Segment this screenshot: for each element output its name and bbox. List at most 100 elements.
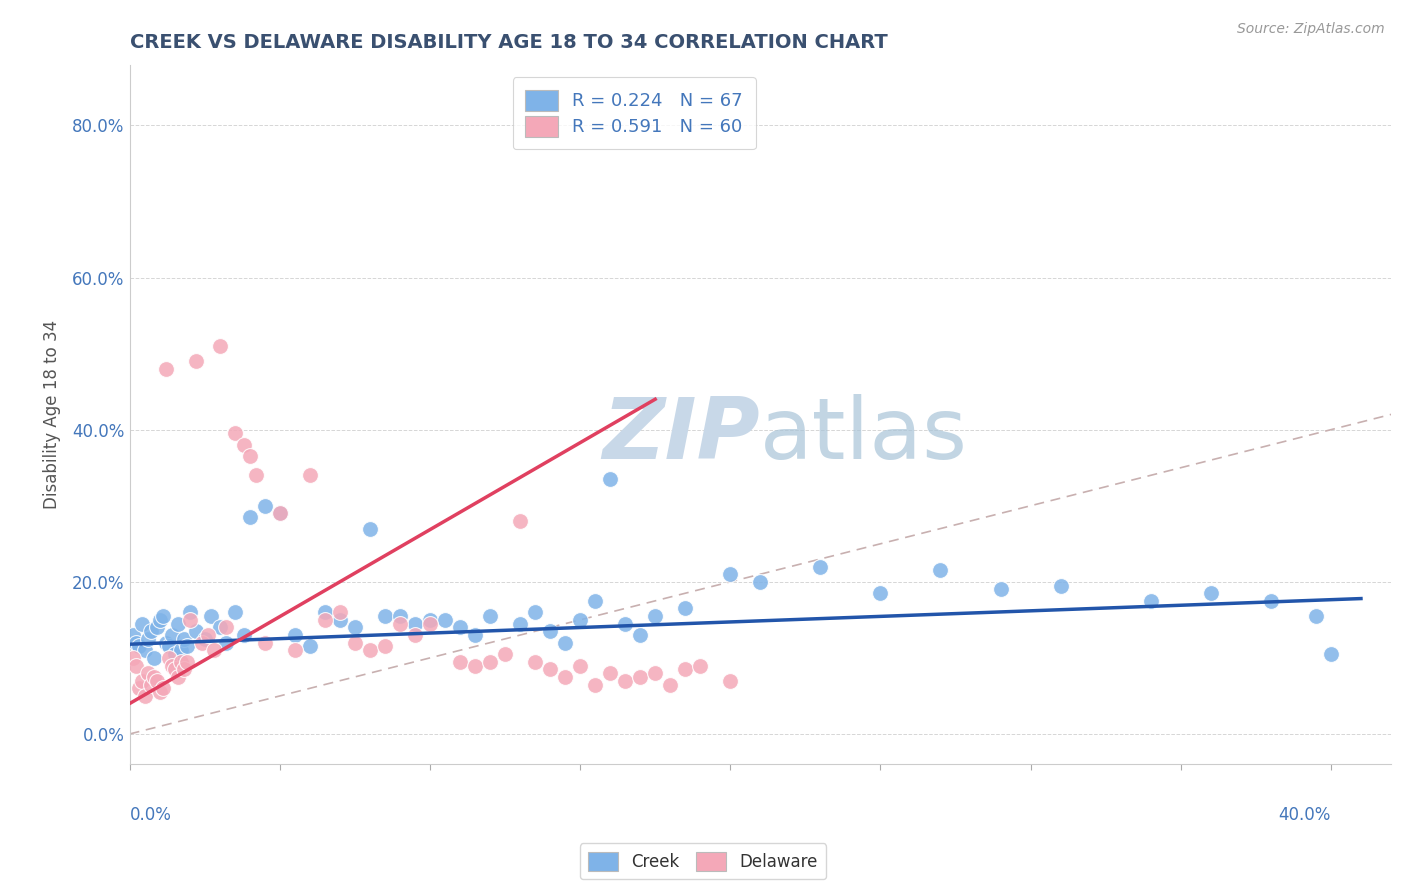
Point (184, 354, 207, 368)
Point (538, 662, 561, 676)
Point (239, 510, 262, 524)
Point (128, 681, 150, 696)
Point (149, 685, 172, 699)
Point (569, 613, 592, 627)
Point (749, 574, 772, 589)
Point (314, 613, 336, 627)
Point (329, 605, 352, 619)
Point (494, 647, 516, 661)
Point (599, 472, 621, 486)
Point (179, 613, 201, 627)
Point (224, 426, 246, 441)
Point (136, 666, 159, 681)
Point (343, 620, 366, 634)
Point (131, 673, 153, 688)
Point (644, 609, 666, 624)
Point (152, 609, 174, 624)
Point (1320, 647, 1343, 661)
Point (404, 616, 426, 631)
Point (1305, 609, 1327, 624)
Point (142, 670, 165, 684)
Point (569, 658, 592, 673)
Point (202, 643, 225, 657)
Point (197, 628, 219, 642)
Point (464, 658, 486, 673)
Point (1139, 594, 1161, 608)
Point (269, 507, 291, 521)
Point (166, 616, 188, 631)
Point (134, 643, 156, 657)
Point (155, 361, 177, 376)
Text: CREEK VS DELAWARE DISABILITY AGE 18 TO 34 CORRELATION CHART: CREEK VS DELAWARE DISABILITY AGE 18 TO 3… (129, 33, 887, 52)
Point (628, 628, 651, 642)
Point (419, 613, 441, 627)
Point (215, 636, 238, 650)
Point (673, 662, 696, 676)
Point (145, 620, 167, 634)
Point (121, 651, 143, 665)
Point (139, 624, 162, 639)
Point (128, 640, 150, 654)
Point (160, 658, 183, 673)
Point (298, 468, 321, 483)
Point (152, 681, 174, 696)
Point (169, 643, 191, 657)
Point (359, 643, 381, 657)
Point (149, 613, 172, 627)
Point (479, 609, 502, 624)
Y-axis label: Disability Age 18 to 34: Disability Age 18 to 34 (44, 320, 60, 509)
Point (614, 673, 637, 688)
Legend: R = 0.224   N = 67, R = 0.591   N = 60: R = 0.224 N = 67, R = 0.591 N = 60 (513, 77, 755, 150)
Point (166, 670, 188, 684)
Point (628, 670, 651, 684)
Point (284, 628, 307, 642)
Point (239, 450, 262, 464)
Point (479, 655, 502, 669)
Point (583, 677, 606, 691)
Point (314, 605, 336, 619)
Point (136, 632, 159, 646)
Point (200, 609, 222, 624)
Point (232, 438, 254, 452)
Text: 40.0%: 40.0% (1278, 806, 1331, 824)
Point (224, 605, 246, 619)
Point (245, 468, 267, 483)
Text: ZIP: ZIP (603, 394, 761, 477)
Point (404, 628, 426, 642)
Point (163, 662, 186, 676)
Point (554, 636, 576, 650)
Point (464, 628, 486, 642)
Point (359, 522, 381, 536)
Point (673, 601, 696, 615)
Point (1049, 579, 1071, 593)
Point (524, 655, 547, 669)
Point (509, 514, 531, 528)
Point (208, 620, 231, 634)
Point (160, 628, 183, 642)
Point (433, 613, 456, 627)
Point (869, 586, 891, 600)
Point (284, 643, 307, 657)
Point (173, 662, 195, 676)
Point (176, 655, 198, 669)
Point (1260, 594, 1282, 608)
Point (155, 636, 177, 650)
Point (124, 658, 146, 673)
Point (176, 640, 198, 654)
Point (253, 499, 276, 513)
Point (449, 620, 471, 634)
Point (718, 567, 741, 582)
Point (134, 689, 156, 703)
Point (163, 647, 186, 661)
Point (169, 655, 191, 669)
Point (184, 624, 207, 639)
Point (269, 507, 291, 521)
Point (157, 651, 180, 665)
Point (929, 563, 952, 577)
Point (659, 677, 682, 691)
Point (1199, 586, 1222, 600)
Point (145, 673, 167, 688)
Point (599, 666, 621, 681)
Point (124, 636, 146, 650)
Point (343, 636, 366, 650)
